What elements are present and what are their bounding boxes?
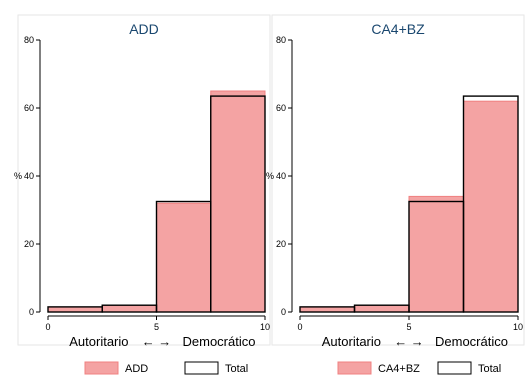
x-tick-label: 0 <box>45 322 50 332</box>
y-tick-label: 0 <box>281 307 286 317</box>
y-tick-label: 20 <box>24 239 34 249</box>
y-tick-label: 60 <box>276 103 286 113</box>
chart-title: ADD <box>129 21 159 37</box>
bar-ca4-bz <box>463 100 519 313</box>
bar-ca4-bz <box>299 306 355 313</box>
y-axis-label: % <box>266 171 274 181</box>
chart-title: CA4+BZ <box>371 21 425 37</box>
y-axis-label: % <box>14 171 22 181</box>
legend: ADD Total <box>84 361 248 375</box>
legend-label-outline: Total <box>478 363 501 375</box>
bar-add <box>101 304 157 313</box>
y-tick-label: 80 <box>276 35 286 45</box>
bar-ca4-bz <box>408 195 464 313</box>
x-tick-label: 10 <box>260 322 270 332</box>
legend: CA4+BZ Total <box>337 361 501 375</box>
legend-swatch-filled <box>84 361 119 375</box>
y-tick-label: 60 <box>24 103 34 113</box>
x-axis-label-right: Democrático <box>435 334 508 349</box>
chart-panel-1: ADD 0 20 40 60 80% 0 5 10 Autoritario ← → Democráti… <box>14 14 271 375</box>
bar-total <box>462 95 519 313</box>
legend-swatch-outline <box>184 361 219 375</box>
x-tick-label: 0 <box>297 322 302 332</box>
x-axis-label-left: Autoritario <box>69 334 128 349</box>
y-tick-label: 0 <box>29 307 34 317</box>
x-tick-label: 5 <box>154 322 159 332</box>
bar-total <box>210 95 266 313</box>
x-axis-label-right: Democrático <box>183 334 256 349</box>
legend-label-filled: ADD <box>125 363 148 375</box>
legend-swatch-outline <box>437 361 472 375</box>
y-tick-label: 40 <box>276 171 286 181</box>
legend-label-outline: Total <box>225 363 248 375</box>
y-tick-label: 20 <box>276 239 286 249</box>
bar-add <box>210 90 266 313</box>
bar-ca4-bz <box>354 304 410 313</box>
x-axis-label-arrows: ← → <box>394 334 424 349</box>
x-tick-label: 5 <box>406 322 411 332</box>
x-tick-label: 10 <box>513 322 523 332</box>
bar-add <box>156 202 212 313</box>
legend-swatch-filled <box>337 361 372 375</box>
y-tick-label: 40 <box>24 171 34 181</box>
x-axis-label-left: Autoritario <box>322 334 381 349</box>
x-axis-label-arrows: ← → <box>142 334 172 349</box>
bar-add <box>47 306 103 313</box>
chart-panels: ADD 0 20 40 60 80% 0 5 10 Autoritario ← → Democráti… <box>14 14 525 375</box>
legend-label-filled: CA4+BZ <box>378 363 420 375</box>
chart-panel-2: CA4+BZ 0 20 40 60 80% 0 5 10 Autoritario ← → Democr… <box>266 14 525 375</box>
y-tick-label: 80 <box>24 35 34 45</box>
